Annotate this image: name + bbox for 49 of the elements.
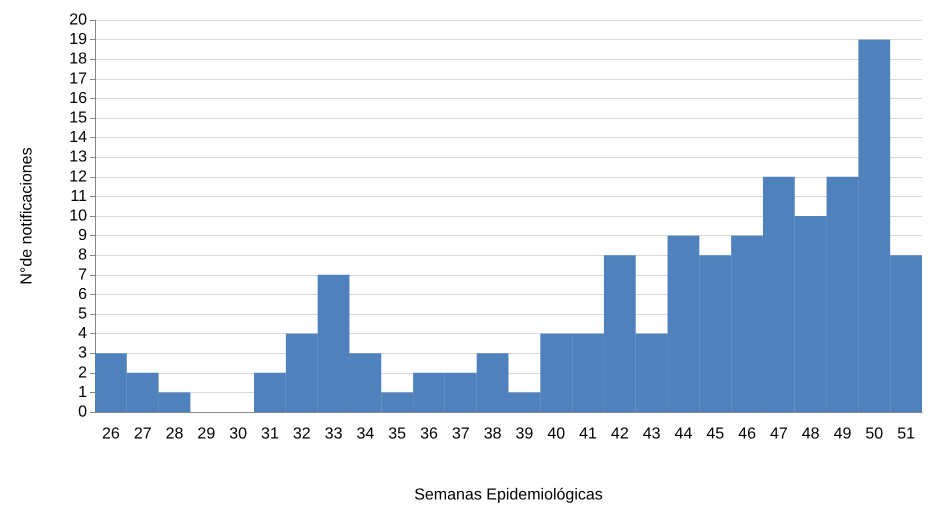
x-tick-label: 35 (388, 426, 406, 442)
x-tick-label: 42 (610, 426, 629, 442)
y-tick-label: 11 (70, 188, 88, 205)
x-tick-label: 38 (484, 426, 502, 442)
y-tick-label: 9 (78, 227, 88, 244)
x-tick-label: 33 (324, 426, 343, 442)
x-tick-label: 34 (356, 426, 374, 442)
y-tick-label: 3 (78, 344, 88, 362)
x-tick-label: 51 (897, 426, 916, 442)
x-tick-label: 32 (292, 426, 311, 442)
y-tick-label: 1 (78, 384, 88, 401)
y-tick-label: 5 (78, 306, 88, 322)
x-axis-title: Semanas Epidemiológicas (414, 486, 603, 504)
x-tick-label: 50 (865, 426, 884, 442)
y-tick-label: 19 (69, 31, 88, 48)
x-tick-label: 47 (770, 426, 788, 442)
y-tick-label: 15 (69, 110, 88, 126)
x-tick-label: 30 (229, 426, 248, 442)
y-tick-label: 20 (69, 12, 88, 28)
x-tick-label: 27 (134, 426, 152, 442)
x-tick-label: 45 (706, 426, 724, 442)
y-tick-label: 6 (78, 286, 88, 303)
y-tick-label: 17 (69, 70, 88, 88)
y-tick-label: 13 (69, 148, 88, 166)
y-tick-label: 2 (78, 364, 88, 382)
x-tick-label: 44 (674, 426, 692, 442)
x-tick-label: 26 (102, 426, 120, 442)
x-tick-label: 49 (834, 426, 852, 442)
x-tick-label: 46 (738, 426, 756, 442)
y-tick-label: 0 (78, 404, 88, 420)
x-tick-label: 43 (642, 426, 661, 442)
y-tick-label: 7 (78, 266, 88, 284)
x-tick-label: 31 (261, 426, 279, 442)
y-axis-title: N°de notificaciones (18, 147, 36, 285)
x-tick-label: 28 (166, 426, 184, 442)
x-tick-label: 41 (579, 426, 598, 442)
x-tick-label: 36 (420, 426, 438, 442)
x-tick-label: 39 (516, 426, 534, 442)
x-tick-label: 48 (802, 426, 820, 442)
y-tick-label: 10 (69, 208, 88, 224)
x-tick-label: 29 (197, 426, 216, 442)
y-tick-label: 12 (69, 168, 88, 186)
x-tick-label: 37 (452, 426, 470, 442)
y-tick-label: 16 (69, 90, 88, 107)
y-tick-label: 4 (78, 325, 88, 342)
y-tick-label: 14 (69, 129, 88, 146)
y-tick-label: 18 (69, 50, 88, 68)
y-tick-label: 8 (78, 246, 88, 264)
x-tick-label: 40 (547, 426, 566, 442)
